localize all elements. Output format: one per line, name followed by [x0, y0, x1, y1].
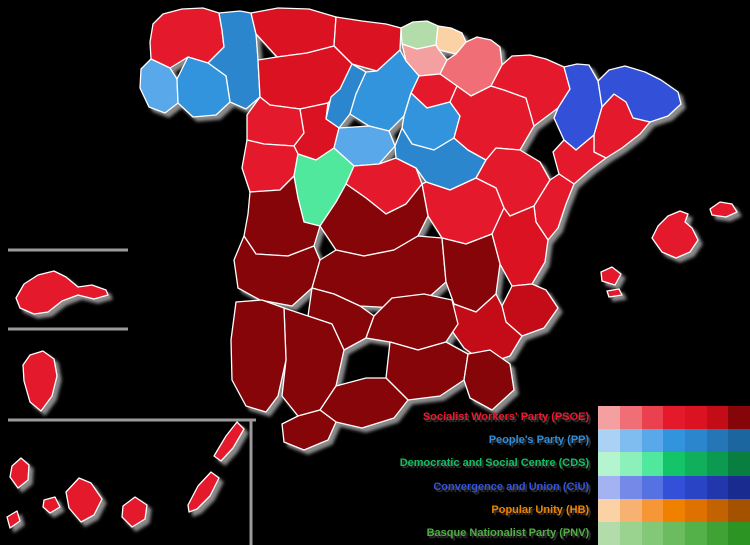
legend-swatch-pp-5	[684, 429, 707, 453]
legend-scale-psoe	[598, 406, 750, 430]
legend-swatch-hb-6	[706, 498, 729, 522]
province-ourense	[176, 56, 231, 118]
legend-swatch-psoe-5	[684, 406, 707, 430]
legend-label-cds: Democratic and Social Centre (CDS)	[399, 457, 590, 470]
legend-swatch-psoe-6	[706, 406, 729, 430]
legend-row-pnv: Basque Nationalist Party (PNV)	[400, 521, 750, 545]
legend-swatch-ciu-5	[684, 475, 707, 499]
legend-scale-ciu	[598, 475, 750, 499]
province-tenerife	[65, 477, 103, 523]
legend-swatch-pnv-6	[706, 521, 729, 545]
province-zaragoza	[449, 85, 535, 161]
legend-swatch-pnv-5	[684, 521, 707, 545]
legend-row-hb: Popular Unity (HB)	[400, 498, 750, 522]
legend-swatch-pnv-3	[641, 521, 664, 545]
party-legend: Socialist Workers' Party (PSOE) People's …	[400, 406, 750, 545]
legend-swatch-psoe-3	[641, 406, 664, 430]
legend-swatch-pp-6	[706, 429, 729, 453]
legend-scale-hb	[598, 498, 750, 522]
legend-label-hb: Popular Unity (HB)	[491, 503, 590, 516]
legend-swatch-psoe-2	[619, 406, 642, 430]
legend-label-psoe: Socialist Workers' Party (PSOE)	[422, 411, 590, 424]
province-ceuta	[15, 270, 109, 315]
legend-label-pp: People's Party (PP)	[488, 434, 590, 447]
inset-separator-lines	[8, 248, 256, 545]
legend-swatch-psoe-4	[663, 406, 685, 430]
legend-scale-pnv	[598, 521, 750, 545]
province-formentera	[606, 288, 623, 298]
legend-swatch-cds-1	[598, 452, 620, 476]
legend-swatch-ciu-2	[619, 475, 642, 499]
legend-swatch-hb-7	[728, 498, 750, 522]
province-ibiza	[600, 266, 622, 286]
province-huelva	[230, 299, 287, 413]
province-menorca	[709, 201, 738, 218]
legend-scale-pp	[598, 429, 750, 453]
province-caceres	[243, 175, 321, 257]
legend-row-ciu: Convergence and Union (CiU)	[400, 475, 750, 499]
legend-swatch-psoe-7	[728, 406, 750, 430]
legend-swatch-hb-5	[684, 498, 707, 522]
legend-swatch-pp-1	[598, 429, 620, 453]
legend-swatch-cds-7	[728, 452, 750, 476]
legend-swatch-hb-3	[641, 498, 664, 522]
legend-swatch-pp-7	[728, 429, 750, 453]
legend-swatch-hb-4	[663, 498, 685, 522]
province-melilla	[22, 350, 58, 412]
legend-swatch-pnv-2	[619, 521, 642, 545]
legend-swatch-ciu-7	[728, 475, 750, 499]
legend-swatch-hb-2	[619, 498, 642, 522]
legend-swatch-pp-3	[641, 429, 664, 453]
legend-swatch-pnv-1	[598, 521, 620, 545]
province-gran-canaria	[121, 496, 148, 528]
province-malaga	[319, 377, 409, 429]
legend-swatch-psoe-1	[598, 406, 620, 430]
legend-swatch-cds-5	[684, 452, 707, 476]
province-lanzarote	[213, 421, 245, 462]
legend-label-pnv: Basque Nationalist Party (PNV)	[426, 526, 590, 539]
province-cadiz	[281, 409, 337, 451]
provinces-layer	[6, 7, 738, 529]
legend-swatch-pp-4	[663, 429, 685, 453]
province-murcia	[449, 293, 523, 365]
legend-swatch-ciu-1	[598, 475, 620, 499]
province-mallorca	[651, 210, 699, 259]
province-biscay	[400, 20, 439, 50]
legend-swatch-cds-6	[706, 452, 729, 476]
province-jaen	[365, 293, 459, 351]
province-la-gomera	[42, 496, 61, 514]
legend-row-psoe: Socialist Workers' Party (PSOE)	[400, 406, 750, 430]
legend-swatch-cds-3	[641, 452, 664, 476]
legend-swatch-cds-2	[619, 452, 642, 476]
legend-swatch-hb-1	[598, 498, 620, 522]
legend-row-pp: People's Party (PP)	[400, 429, 750, 453]
province-la-palma	[9, 457, 30, 489]
legend-swatch-pnv-7	[728, 521, 750, 545]
legend-label-ciu: Convergence and Union (CiU)	[433, 480, 590, 493]
province-pontevedra	[139, 58, 179, 114]
legend-swatch-ciu-6	[706, 475, 729, 499]
province-almeria	[463, 349, 515, 411]
legend-row-cds: Democratic and Social Centre (CDS)	[399, 452, 750, 476]
legend-swatch-ciu-4	[663, 475, 685, 499]
legend-scale-cds	[598, 452, 750, 476]
legend-swatch-pp-2	[619, 429, 642, 453]
province-fuerteventura	[187, 471, 220, 513]
province-el-hierro	[6, 510, 21, 529]
legend-swatch-cds-4	[663, 452, 685, 476]
legend-swatch-ciu-3	[641, 475, 664, 499]
legend-swatch-pnv-4	[663, 521, 685, 545]
